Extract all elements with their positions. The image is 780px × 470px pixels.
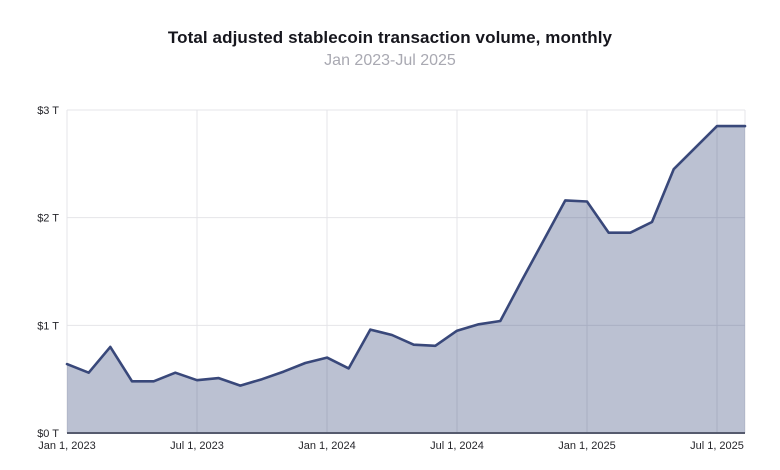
y-axis-tick-label: $3 T	[37, 105, 59, 117]
x-axis-tick-label: Jan 1, 2025	[558, 440, 616, 452]
y-axis-tick-label: $2 T	[37, 213, 59, 225]
y-axis-tick-label: $0 T	[37, 428, 59, 440]
series-line	[65, 124, 747, 387]
chart-title: Total adjusted stablecoin transaction vo…	[167, 28, 613, 47]
x-axis-tick-label: Jul 1, 2023	[170, 440, 224, 452]
x-axis-tick-label: Jul 1, 2024	[430, 440, 484, 452]
area-fill	[67, 126, 745, 433]
chart-subtitle: Jan 2023-Jul 2025	[324, 52, 456, 69]
x-axis-tick-label: Jan 1, 2023	[38, 440, 96, 452]
x-axis-tick-label: Jan 1, 2024	[298, 440, 356, 452]
y-axis-tick-label: $1 T	[37, 320, 59, 332]
x-axis-tick-label: Jul 1, 2025	[690, 440, 744, 452]
